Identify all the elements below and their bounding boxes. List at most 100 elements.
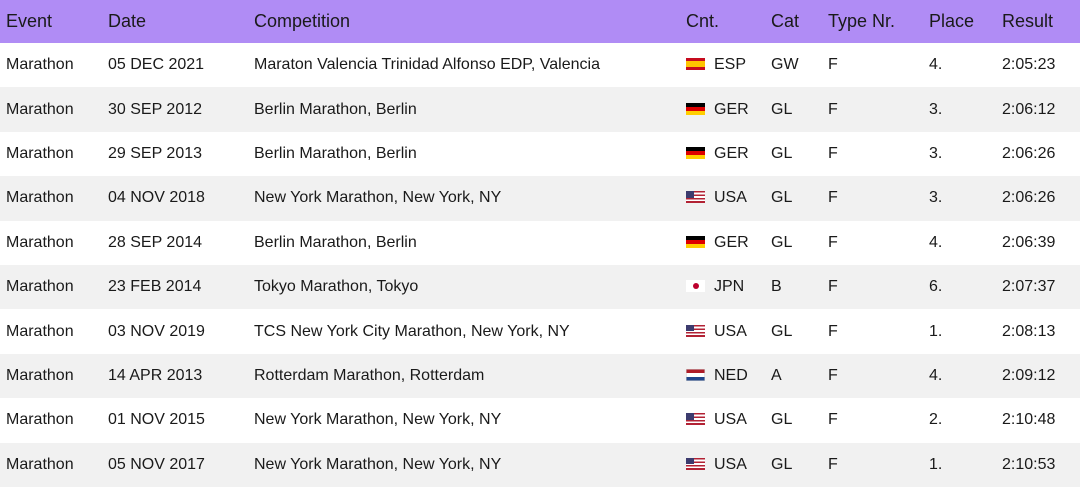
country-flag-icon — [686, 368, 705, 381]
cell-country: USA — [686, 176, 771, 220]
table-row: Marathon 01 NOV 2015 New York Marathon, Ne… — [0, 398, 1080, 443]
cell-result: 2:06:12 — [1002, 100, 1056, 118]
country-code: ESP — [714, 56, 747, 74]
cell-category: GL — [771, 233, 793, 251]
cell-competition: Maraton Valencia Trinidad Alfonso EDP, V… — [254, 56, 600, 74]
cell-result: 2:06:39 — [1002, 233, 1056, 251]
cell-type: F — [828, 455, 838, 473]
cell-competition: Berlin Marathon, Berlin — [254, 144, 417, 162]
country-code: USA — [714, 455, 747, 473]
cell-place: 1. — [929, 322, 943, 340]
cell-date: 29 SEP 2013 — [108, 144, 203, 162]
country-flag-icon — [686, 146, 705, 159]
cell-category: GL — [771, 411, 793, 429]
cell-result: 2:08:13 — [1002, 322, 1056, 340]
cell-place: 3. — [929, 144, 943, 162]
cell-date: 28 SEP 2014 — [108, 233, 203, 251]
country-flag-icon — [686, 102, 705, 115]
country-flag-icon — [686, 191, 705, 204]
cell-category: GL — [771, 189, 793, 207]
column-header-date[interactable]: Date — [108, 11, 147, 31]
column-header-category[interactable]: Cat — [771, 11, 800, 31]
cell-date: 04 NOV 2018 — [108, 189, 205, 207]
cell-type: F — [828, 322, 838, 340]
table-row: Marathon 14 APR 2013 Rotterdam Marathon, R… — [0, 353, 1080, 399]
cell-date: 14 APR 2013 — [108, 366, 203, 384]
table-row: Marathon 29 SEP 2013 Berlin Marathon, Berl… — [0, 131, 1080, 177]
cell-category: GL — [771, 144, 793, 162]
table-body: Marathon 05 DEC 2021 Maraton Valencia Trin… — [0, 43, 1080, 487]
cell-type: F — [828, 366, 838, 384]
cell-type: F — [828, 144, 838, 162]
cell-result: 2:06:26 — [1002, 144, 1056, 162]
cell-place: 1. — [929, 455, 943, 473]
cell-event: Marathon — [6, 233, 74, 251]
column-header-competition[interactable]: Competition — [254, 11, 351, 31]
column-header-place[interactable]: Place — [929, 11, 975, 31]
cell-country: GER — [686, 221, 771, 265]
cell-event: Marathon — [6, 411, 74, 429]
country-flag-icon — [686, 58, 705, 71]
country-flag-icon — [686, 324, 705, 337]
cell-result: 2:10:48 — [1002, 411, 1056, 429]
cell-category: GW — [771, 56, 799, 74]
cell-place: 4. — [929, 366, 943, 384]
table-row: Marathon 05 NOV 2017 New York Marathon, Ne… — [0, 442, 1080, 487]
cell-country: ESP — [686, 43, 771, 87]
cell-competition: New York Marathon, New York, NY — [254, 189, 502, 207]
country-code: GER — [714, 100, 749, 118]
country-flag-icon — [686, 413, 705, 426]
cell-place: 2. — [929, 411, 943, 429]
cell-type: F — [828, 56, 838, 74]
country-flag-icon — [686, 457, 705, 470]
table-row: Marathon 05 DEC 2021 Maraton Valencia Trin… — [0, 43, 1080, 88]
table-header: Event Date Competition Cnt. Cat Type Nr.… — [0, 0, 1080, 43]
cell-event: Marathon — [6, 366, 74, 384]
country-code: GER — [714, 233, 749, 251]
cell-result: 2:09:12 — [1002, 366, 1056, 384]
cell-event: Marathon — [6, 322, 74, 340]
cell-type: F — [828, 189, 838, 207]
cell-result: 2:07:37 — [1002, 278, 1056, 296]
cell-result: 2:06:26 — [1002, 189, 1056, 207]
cell-type: F — [828, 278, 838, 296]
cell-event: Marathon — [6, 100, 74, 118]
cell-competition: New York Marathon, New York, NY — [254, 411, 502, 429]
cell-place: 3. — [929, 189, 943, 207]
country-flag-icon — [686, 235, 705, 248]
column-header-type[interactable]: Type Nr. — [828, 11, 896, 31]
cell-category: GL — [771, 455, 793, 473]
header-row: Event Date Competition Cnt. Cat Type Nr.… — [0, 0, 1080, 43]
cell-date: 05 DEC 2021 — [108, 56, 205, 74]
column-header-event[interactable]: Event — [6, 11, 53, 31]
country-code: NED — [714, 366, 748, 384]
cell-country: USA — [686, 443, 771, 487]
cell-category: B — [771, 278, 782, 296]
table-row: Marathon 28 SEP 2014 Berlin Marathon, Berl… — [0, 220, 1080, 265]
country-code: JPN — [714, 278, 745, 296]
cell-country: JPN — [686, 265, 771, 309]
column-header-country[interactable]: Cnt. — [686, 11, 720, 31]
cell-place: 3. — [929, 100, 943, 118]
country-code: GER — [714, 144, 749, 162]
cell-event: Marathon — [6, 189, 74, 207]
cell-place: 4. — [929, 233, 943, 251]
cell-date: 23 FEB 2014 — [108, 278, 202, 296]
cell-event: Marathon — [6, 56, 74, 74]
country-code: USA — [714, 322, 747, 340]
cell-date: 03 NOV 2019 — [108, 322, 205, 340]
cell-category: GL — [771, 322, 793, 340]
country-flag-icon — [686, 280, 705, 293]
cell-competition: New York Marathon, New York, NY — [254, 455, 502, 473]
cell-competition: TCS New York City Marathon, New York, NY — [254, 322, 570, 340]
country-code: USA — [714, 411, 747, 429]
cell-country: GER — [686, 87, 771, 131]
cell-type: F — [828, 233, 838, 251]
cell-competition: Tokyo Marathon, Tokyo — [254, 278, 419, 296]
cell-place: 6. — [929, 278, 943, 296]
cell-date: 01 NOV 2015 — [108, 411, 205, 429]
cell-category: A — [771, 366, 782, 384]
table-row: Marathon 04 NOV 2018 New York Marathon, Ne… — [0, 176, 1080, 221]
column-header-result[interactable]: Result — [1002, 11, 1054, 31]
